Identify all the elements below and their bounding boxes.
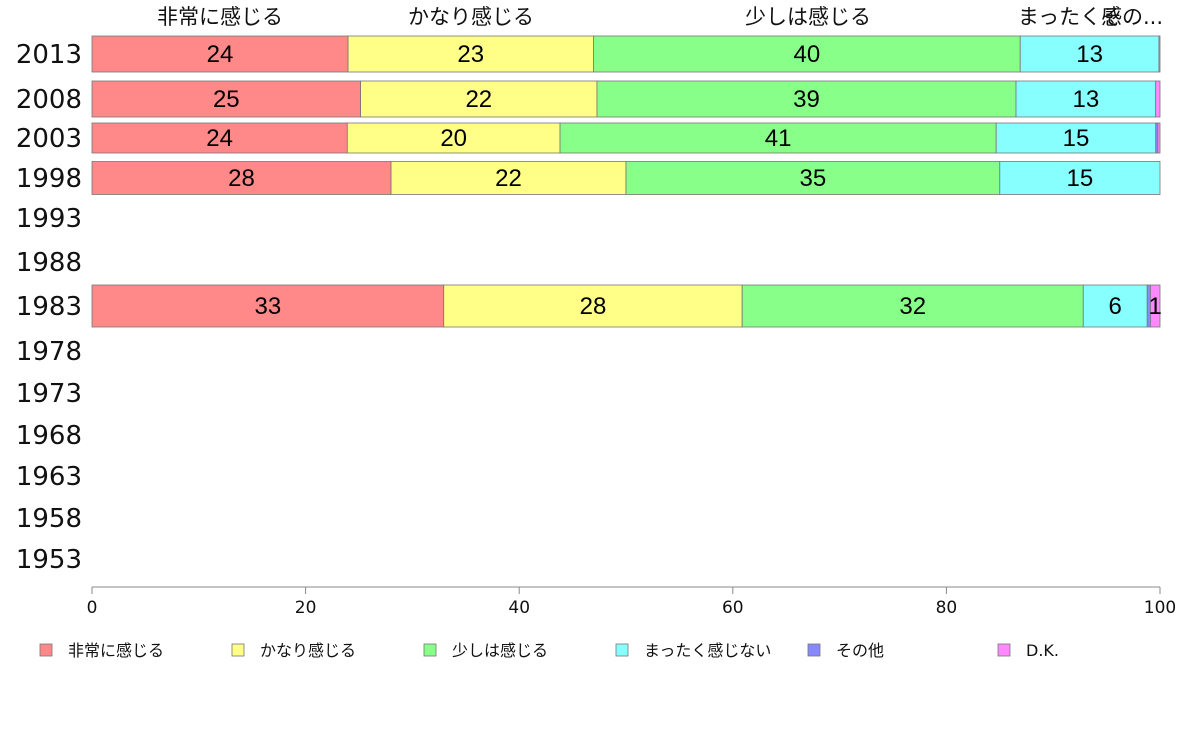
x-tick-label: 20	[295, 598, 317, 618]
bar-segment	[390, 161, 627, 195]
legend-label: 少しは感じる	[452, 641, 548, 660]
bar-value-label: 13	[1073, 86, 1100, 113]
bar-value-label: 22	[495, 165, 522, 192]
x-tick-label: 60	[722, 598, 744, 618]
bar-value-label: 15	[1063, 125, 1090, 152]
bar-segment	[559, 122, 997, 154]
bar-segment	[91, 80, 362, 118]
legend-label: D.K.	[1026, 641, 1059, 660]
year-label: 1953	[16, 545, 82, 575]
year-label: 1963	[16, 462, 82, 492]
bar-segment	[593, 35, 1021, 73]
bar-segment	[443, 284, 743, 328]
bar-segment	[1155, 80, 1161, 118]
year-label: 1993	[16, 204, 82, 234]
top-category-label: 非常に感じる	[157, 5, 283, 29]
top-category-label: その...	[1101, 5, 1163, 29]
top-category-label: 少しは感じる	[745, 5, 871, 29]
legend-label: かなり感じる	[260, 641, 356, 660]
year-label: 1978	[16, 337, 82, 367]
bar-value-label: 24	[207, 41, 234, 68]
bar-value-label: 41	[765, 125, 792, 152]
bar-value-label: 13	[1076, 41, 1103, 68]
year-label: 1998	[16, 164, 82, 194]
bar-value-label: 15	[1067, 165, 1094, 192]
x-tick-label: 40	[508, 598, 530, 618]
bar-segment	[1157, 122, 1161, 154]
bar-segment	[347, 35, 594, 73]
legend-label: その他	[836, 641, 884, 660]
legend-label: 非常に感じる	[68, 641, 164, 660]
x-tick-label: 80	[936, 598, 958, 618]
bar-segment	[1019, 35, 1160, 73]
bars: 24 23 40 13 25 22 39 13 24 20 41 15 28 22 35 15 33 28 32 6 1	[91, 35, 1162, 328]
year-label: 1983	[16, 292, 82, 322]
bar-value-label: 24	[206, 125, 233, 152]
bar-value-label: 32	[899, 293, 926, 320]
bar-segment	[91, 122, 348, 154]
bar-segment	[741, 284, 1084, 328]
bar-value-label: 28	[580, 293, 607, 320]
top-category-label: かなり感じる	[408, 5, 534, 29]
bar-value-label: 1	[1149, 293, 1162, 320]
year-label: 1973	[16, 379, 82, 409]
legend-swatch	[39, 643, 53, 657]
bar-value-label: 20	[440, 125, 467, 152]
bar-value-label: 23	[457, 41, 484, 68]
bar-value-label: 28	[228, 165, 255, 192]
year-label: 2003	[16, 124, 82, 154]
bar-segment	[91, 284, 445, 328]
legend-swatch	[615, 643, 629, 657]
legend-swatch	[807, 643, 821, 657]
top-category-labels: 非常に感じる かなり感じる 少しは感じる まったく感その...	[157, 5, 1163, 29]
bar-segment	[360, 80, 598, 118]
legend-swatch	[997, 643, 1011, 657]
bar-segment	[999, 161, 1161, 195]
bar-value-label: 39	[793, 86, 820, 113]
year-label: 1988	[16, 248, 82, 278]
year-label: 1958	[16, 504, 82, 534]
year-label: 2013	[16, 40, 82, 70]
legend-swatch	[231, 643, 245, 657]
bar-segment	[346, 122, 561, 154]
bar-value-label: 33	[255, 293, 282, 320]
x-tick-label: 0	[87, 598, 98, 618]
year-label: 1968	[16, 421, 82, 451]
bar-segment	[1150, 284, 1161, 328]
bar-value-label: 6	[1109, 293, 1122, 320]
bar-value-label: 25	[213, 86, 240, 113]
x-tick-label: 100	[1144, 598, 1176, 618]
bar-segment	[625, 161, 1001, 195]
bar-segment	[91, 35, 349, 73]
year-label: 2008	[16, 85, 82, 115]
year-axis-labels: 2013 2008 2003 1998 1993 1988 1983 1978 1973 1968…	[16, 40, 82, 575]
bar-value-label: 22	[465, 86, 492, 113]
legend-label: まったく感じない	[644, 641, 771, 660]
bar-value-label: 40	[793, 41, 820, 68]
bar-segment	[1015, 80, 1157, 118]
top-category-label: まったく感	[1018, 5, 1122, 29]
legend: 非常に感じる かなり感じる 少しは感じる まったく感じない その他 D.K.	[39, 641, 1059, 660]
bar-segment	[995, 122, 1157, 154]
legend-swatch	[423, 643, 437, 657]
bar-value-label: 35	[800, 165, 827, 192]
bar-segment	[1082, 284, 1148, 328]
x-axis: 0 20 40 60 80 100	[87, 586, 1176, 618]
bar-segment	[1158, 35, 1161, 73]
bar-segment	[596, 80, 1017, 118]
